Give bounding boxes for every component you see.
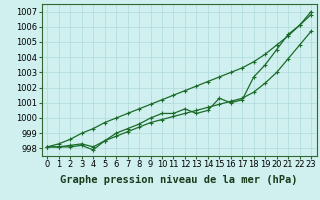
X-axis label: Graphe pression niveau de la mer (hPa): Graphe pression niveau de la mer (hPa) <box>60 175 298 185</box>
